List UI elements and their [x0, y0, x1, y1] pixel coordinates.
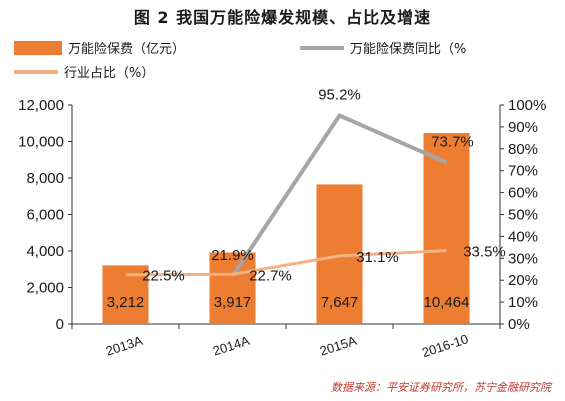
y-left-tick-label: 10,000: [18, 134, 64, 151]
legend-label-share: 行业占比（%）: [64, 66, 155, 81]
y-right-tick-label: 60%: [508, 185, 538, 202]
line-industry-share: [125, 249, 447, 277]
legend-swatch-yoy: [300, 45, 344, 50]
y-right-tick-label: 70%: [508, 163, 538, 180]
y-left-tick-label: 8,000: [26, 170, 64, 187]
legend-label-bar: 万能险保费（亿元）: [68, 42, 186, 57]
yoy-value-label: 21.9%: [211, 247, 254, 264]
bar-value-label: 7,647: [321, 294, 359, 311]
y-right-tick-label: 10%: [508, 294, 538, 311]
bar-value-label: 3,917: [214, 294, 252, 311]
y-left-tick-label: 0: [56, 316, 64, 333]
bar-value-label: 3,212: [107, 294, 145, 311]
y-right-tick-label: 40%: [508, 228, 538, 245]
x-tick-label: 2013A: [104, 333, 145, 359]
source-note: 数据来源：平安证券研究所，苏宁金融研究院: [331, 381, 551, 394]
legend-swatch-bar: [14, 40, 62, 55]
y-left-tick-label: 4,000: [26, 243, 64, 260]
share-value-label: 22.5%: [142, 268, 185, 285]
y-left-tick-label: 6,000: [26, 207, 64, 224]
legend-swatch-share: [14, 69, 58, 74]
legend-item-share: 行业占比（%）: [14, 62, 154, 81]
chart-title: 图 2 我国万能险爆发规模、占比及增速: [133, 8, 432, 27]
y-right-tick-label: 100%: [508, 97, 546, 114]
y-right-tick-label: 90%: [508, 119, 538, 136]
legend-item-yoy: 万能险保费同比（%: [300, 38, 466, 57]
y-right-tick-label: 0%: [508, 316, 530, 333]
yoy-value-label: 95.2%: [318, 87, 361, 104]
y-right-tick-label: 50%: [508, 207, 538, 224]
share-value-label: 22.7%: [249, 267, 292, 284]
share-value-label: 33.5%: [463, 244, 506, 261]
legend-item-bar: 万能险保费（亿元）: [14, 38, 185, 57]
bar-value-label: 10,464: [424, 294, 470, 311]
bar-premium: [209, 252, 256, 324]
legend-label-yoy: 万能险保费同比（%: [350, 42, 467, 57]
y-right-tick-label: 80%: [508, 141, 538, 158]
x-tick-label: 2016-10: [420, 331, 470, 360]
yoy-value-label: 73.7%: [431, 134, 474, 151]
share-value-label: 31.1%: [356, 249, 399, 266]
line-yoy-growth: [230, 113, 448, 278]
x-tick-label: 2014A: [211, 333, 252, 359]
y-left-tick-label: 12,000: [18, 97, 64, 114]
y-left-tick-label: 2,000: [26, 280, 64, 297]
y-right-tick-label: 30%: [508, 250, 538, 267]
y-right-tick-label: 20%: [508, 272, 538, 289]
x-tick-label: 2015A: [318, 333, 359, 359]
bar-premium: [423, 133, 470, 324]
